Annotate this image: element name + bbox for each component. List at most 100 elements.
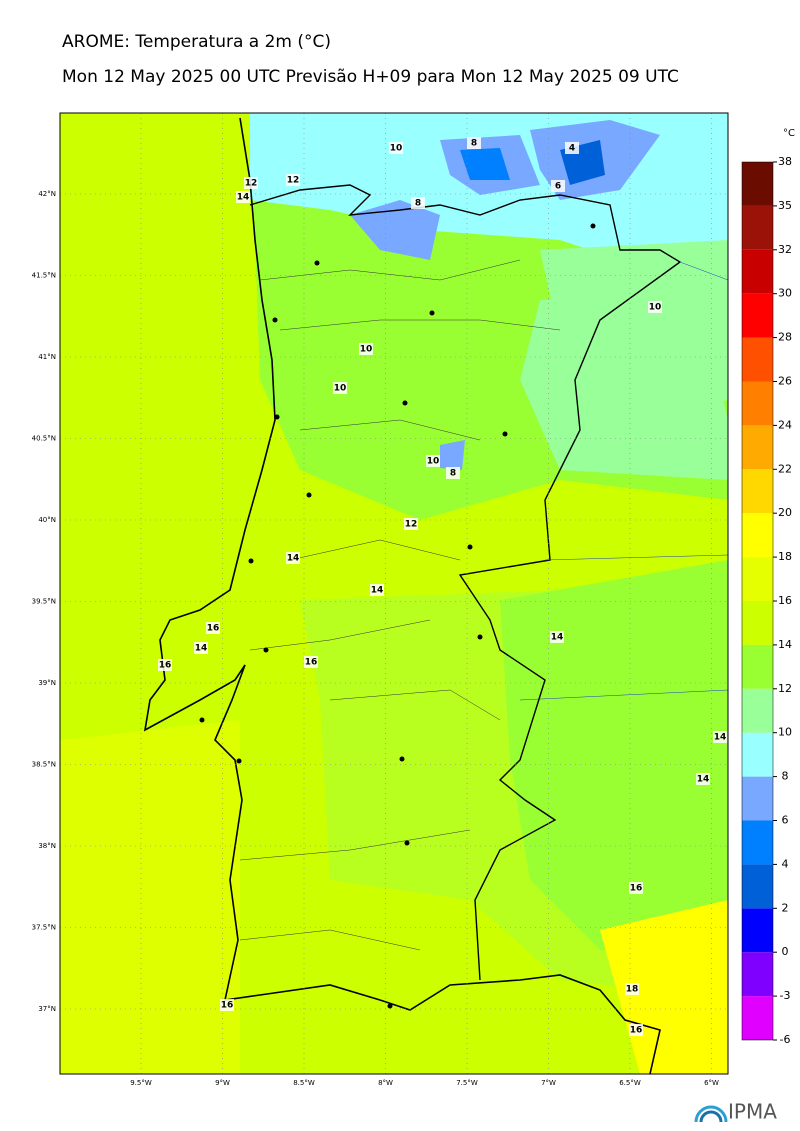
contour-label-bg bbox=[551, 180, 565, 192]
colorbar-swatch bbox=[742, 820, 773, 865]
lon-label: 8°W bbox=[378, 1079, 393, 1087]
contour-label: 10 bbox=[390, 144, 403, 154]
contour-label-bg bbox=[220, 999, 234, 1011]
title: AROME: Temperatura a 2m (°C) bbox=[62, 32, 331, 52]
colorbar-swatch bbox=[742, 557, 773, 601]
colorbar-swatch bbox=[742, 381, 773, 426]
contour-label: 18 bbox=[626, 985, 639, 995]
contour-label: 16 bbox=[207, 624, 220, 634]
lon-label: 9.5°W bbox=[130, 1079, 152, 1087]
colorbar-swatch bbox=[742, 732, 773, 777]
colorbar-tick-label: 2 bbox=[782, 901, 789, 914]
contour-label: 12 bbox=[245, 179, 258, 189]
contour-label-bg bbox=[648, 301, 662, 313]
lat-label: 40.5°N bbox=[32, 435, 56, 443]
contour-label-bg bbox=[370, 584, 384, 596]
lon-label: 6.5°W bbox=[619, 1079, 641, 1087]
lat-label: 38.5°N bbox=[32, 761, 56, 769]
colorbar-tick-label: 24 bbox=[778, 418, 792, 431]
contour-label-bg bbox=[244, 177, 258, 189]
colorbar-swatch bbox=[742, 952, 773, 997]
contour-label-bg bbox=[565, 142, 579, 154]
contour-label-bg bbox=[206, 622, 220, 634]
map-frame bbox=[59, 112, 729, 1075]
contour-label-bg bbox=[404, 518, 418, 530]
colorbar-tick-label: 26 bbox=[778, 375, 792, 388]
contour-label: 14 bbox=[697, 775, 710, 785]
lat-label: 42°N bbox=[38, 190, 56, 198]
colorbar-tick-label: -6 bbox=[780, 1033, 791, 1046]
colorbar-swatch bbox=[742, 513, 773, 558]
contour-label: 8 bbox=[450, 469, 456, 479]
colorbar-tick-label: 22 bbox=[778, 462, 792, 475]
contour-label-bg bbox=[194, 642, 208, 654]
contour-label: 14 bbox=[237, 193, 250, 203]
contour-label-bg bbox=[389, 142, 403, 154]
contour-label: 6 bbox=[555, 182, 561, 192]
lat-label: 37.5°N bbox=[32, 924, 56, 932]
contour-label-bg bbox=[286, 552, 300, 564]
contour-label-bg bbox=[236, 191, 250, 203]
contour-label-bg bbox=[426, 455, 440, 467]
lat-label: 41.5°N bbox=[32, 272, 56, 280]
lat-label: 40°N bbox=[38, 516, 56, 524]
colorbar-swatch bbox=[742, 688, 773, 733]
contour-label-bg bbox=[629, 1024, 643, 1036]
colorbar-swatch bbox=[742, 205, 773, 250]
lat-label: 39°N bbox=[38, 679, 56, 687]
colorbar-swatch bbox=[742, 469, 773, 514]
contour-label: 12 bbox=[287, 176, 300, 186]
contour-label: 12 bbox=[405, 520, 418, 530]
colorbar-tick-label: 20 bbox=[778, 506, 792, 519]
colorbar-tick-label: 18 bbox=[778, 550, 792, 563]
lon-label: 8.5°W bbox=[293, 1079, 315, 1087]
subtitle: Mon 12 May 2025 00 UTC Previsão H+09 par… bbox=[62, 67, 679, 87]
logo: IPMA bbox=[694, 1100, 777, 1124]
lat-label: 39.5°N bbox=[32, 598, 56, 606]
colorbar-swatch bbox=[742, 293, 773, 338]
colorbar-tick-label: 6 bbox=[782, 814, 789, 827]
contour-label: 14 bbox=[551, 633, 564, 643]
contour-label-bg bbox=[158, 659, 172, 671]
colorbar-tick-label: 10 bbox=[778, 726, 792, 739]
colorbar-swatch bbox=[742, 337, 773, 382]
contour-label: 4 bbox=[569, 144, 575, 154]
colorbar-swatch bbox=[742, 644, 773, 689]
colorbar-swatch bbox=[742, 776, 773, 821]
colorbar-frame bbox=[741, 161, 774, 1041]
colorbar-tick-label: 32 bbox=[778, 243, 792, 256]
colorbar-swatch bbox=[742, 908, 773, 953]
contour-label: 16 bbox=[630, 884, 643, 894]
colorbar-swatch bbox=[742, 601, 773, 645]
contour-label: 8 bbox=[471, 139, 477, 149]
contour-label: 16 bbox=[221, 1001, 234, 1011]
colorbar-tick-label: 38 bbox=[778, 155, 792, 168]
contour-label: 14 bbox=[287, 554, 300, 564]
colorbar-swatch bbox=[742, 996, 773, 1040]
contour-label-bg bbox=[333, 382, 347, 394]
colorbar-unit: °C bbox=[783, 128, 795, 139]
contour-label: 8 bbox=[415, 199, 421, 209]
contour-label: 10 bbox=[334, 384, 347, 394]
colorbar-swatch bbox=[742, 425, 773, 470]
contour-label: 10 bbox=[427, 457, 440, 467]
contour-label-bg bbox=[411, 197, 425, 209]
cities bbox=[199, 223, 596, 1009]
contour-label: 16 bbox=[630, 1026, 643, 1036]
colorbar-tick-label: 35 bbox=[778, 199, 792, 212]
contour-label: 14 bbox=[371, 586, 384, 596]
coastline bbox=[143, 117, 682, 1075]
contour-label-bg bbox=[304, 656, 318, 668]
colorbar-tick-label: 12 bbox=[778, 682, 792, 695]
lat-label: 37°N bbox=[38, 1005, 56, 1013]
contour-label-bg bbox=[713, 731, 727, 743]
colorbar-tick-label: 14 bbox=[778, 638, 792, 651]
lon-label: 7.5°W bbox=[456, 1079, 478, 1087]
graticule: 42°N 41.5°N 41°N 40.5°N 40°N 39.5°N 39°N 38.5°N… bbox=[32, 113, 728, 1087]
colorbar-tick-label: 30 bbox=[778, 287, 792, 300]
colorbar-tick-label: 4 bbox=[782, 857, 789, 870]
lat-label: 41°N bbox=[38, 353, 56, 361]
contour-label-bg bbox=[467, 137, 481, 149]
contour-label: 14 bbox=[714, 733, 727, 743]
